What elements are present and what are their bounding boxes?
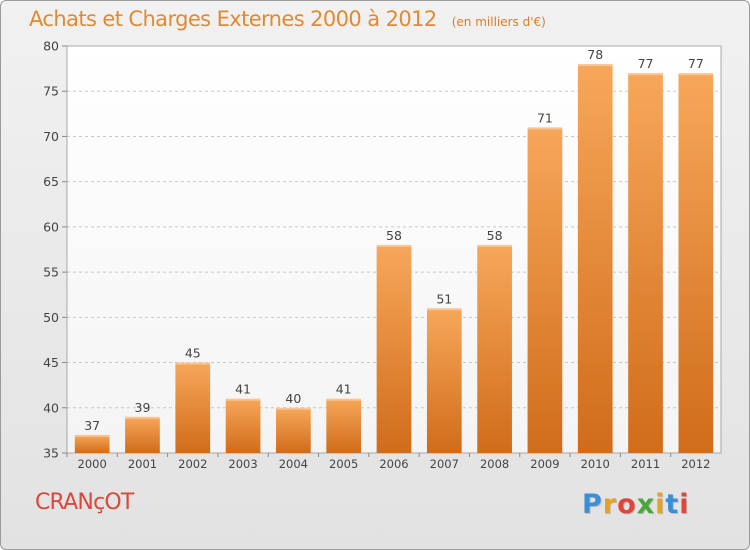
bar-highlight <box>326 398 362 401</box>
y-tick-label: 45 <box>43 355 59 370</box>
y-tick-label: 55 <box>43 265 59 280</box>
data-label: 51 <box>436 291 452 306</box>
bar-highlight <box>125 416 160 419</box>
bar-highlight <box>477 244 512 247</box>
bar-highlight <box>628 73 663 76</box>
x-tick-label: 2009 <box>530 457 559 471</box>
data-label: 58 <box>386 228 402 243</box>
chart-unit: (en milliers d'€) <box>451 15 546 29</box>
x-tick-label: 2001 <box>128 457 157 471</box>
bar-highlight <box>577 64 613 67</box>
data-label: 45 <box>185 346 201 361</box>
bar <box>125 416 160 453</box>
bar <box>628 73 663 453</box>
bar <box>426 308 462 453</box>
x-tick-label: 2011 <box>631 457 660 471</box>
y-tick-label: 60 <box>43 219 59 234</box>
label-layer: 37 39 45 41 40 41 58 51 58 71 78 77 77 <box>84 47 704 433</box>
data-label: 58 <box>487 228 503 243</box>
x-tick-label: 2003 <box>228 457 257 471</box>
x-tick-label: 2000 <box>78 457 107 471</box>
bar <box>74 434 110 453</box>
data-label: 78 <box>587 47 603 62</box>
bar-highlight <box>276 407 311 410</box>
bar-highlight <box>527 127 563 130</box>
brand-letter: i <box>679 489 690 520</box>
bar-highlight <box>225 398 261 401</box>
y-tick-label: 50 <box>43 310 59 325</box>
bar <box>678 73 714 453</box>
x-tick-label: 2012 <box>681 457 710 471</box>
y-tick-label: 80 <box>43 39 59 54</box>
bar-highlight <box>426 308 462 311</box>
data-label: 77 <box>638 56 654 71</box>
proxiti-logo[interactable]: Proxiti <box>582 489 690 520</box>
bar <box>276 407 311 453</box>
bar-highlight <box>74 434 110 437</box>
data-label: 41 <box>235 382 251 397</box>
bar-highlight <box>376 244 412 247</box>
bar-highlight <box>678 73 714 76</box>
x-tick-label: 2004 <box>279 457 308 471</box>
y-tick-label: 35 <box>43 446 59 461</box>
bar <box>527 127 563 454</box>
commune-name: CRANçOT <box>35 490 134 515</box>
x-tick-label: 2006 <box>379 457 408 471</box>
brand-letter: x <box>636 489 656 520</box>
data-label: 41 <box>336 382 352 397</box>
y-tick-label: 65 <box>43 174 59 189</box>
bar <box>225 398 261 453</box>
y-tick-label: 75 <box>43 84 59 99</box>
x-tick-label: 2008 <box>480 457 509 471</box>
brand-letter: r <box>602 489 618 520</box>
x-tick-label: 2010 <box>581 457 610 471</box>
bar-layer <box>74 64 714 454</box>
x-tick-label: 2005 <box>329 457 358 471</box>
data-label: 40 <box>285 391 301 406</box>
title-row: Achats et Charges Externes 2000 à 2012 (… <box>29 7 546 31</box>
data-label: 39 <box>135 400 151 415</box>
y-tick-label: 40 <box>43 400 59 415</box>
x-tick-label: 2007 <box>430 457 459 471</box>
chart-title: Achats et Charges Externes 2000 à 2012 <box>29 7 437 31</box>
brand-letter: P <box>582 489 603 520</box>
data-label: 71 <box>537 110 553 125</box>
axis-layer: 35 40 45 50 55 60 65 70 75 80 2000 2001 2002 2003 2004… <box>43 39 710 472</box>
brand-letter: i <box>655 489 666 520</box>
data-label: 77 <box>688 56 704 71</box>
brand-letter: t <box>665 489 680 520</box>
y-tick-label: 70 <box>43 129 59 144</box>
bar <box>376 244 412 453</box>
bar <box>477 244 512 453</box>
bar <box>175 362 211 453</box>
brand-letter: o <box>617 489 637 520</box>
data-label: 37 <box>84 418 100 433</box>
bar <box>326 398 362 453</box>
bar <box>577 64 613 453</box>
bar-highlight <box>175 362 211 365</box>
x-tick-label: 2002 <box>178 457 207 471</box>
